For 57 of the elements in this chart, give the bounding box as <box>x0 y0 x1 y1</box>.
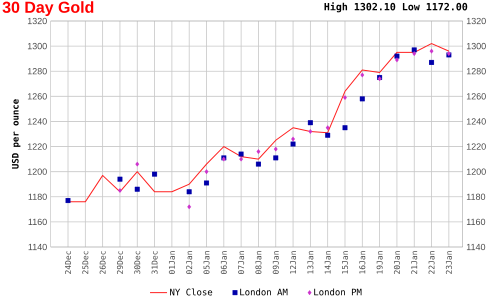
point <box>326 125 330 130</box>
point <box>325 132 330 138</box>
y2-tick-label: 1320 <box>466 18 486 24</box>
y2-tick-label: 1280 <box>466 68 486 74</box>
y-tick-label: 1260 <box>28 93 47 100</box>
point <box>360 72 364 78</box>
point <box>308 129 312 134</box>
point <box>187 204 192 210</box>
point <box>256 162 261 167</box>
y-axis-title: USD per ounce <box>12 99 20 169</box>
legend-label: London PM <box>314 288 362 296</box>
y2-tick-label: 1300 <box>466 43 486 50</box>
point <box>360 96 365 102</box>
point <box>274 146 278 152</box>
y-tick-label: 1200 <box>28 168 47 175</box>
point <box>66 198 71 204</box>
point <box>394 54 400 59</box>
y2-tick-label: 1200 <box>466 168 486 175</box>
point <box>430 48 434 54</box>
point <box>412 51 416 56</box>
y-tick-label: 1180 <box>28 194 47 200</box>
legend-label: NY Close <box>170 288 212 296</box>
point <box>343 95 347 100</box>
y-tick-label: 1300 <box>28 43 47 50</box>
y2-tick-label: 1160 <box>466 218 486 226</box>
point <box>186 189 192 194</box>
point <box>134 186 140 192</box>
y2-tick-label: 1260 <box>466 93 486 100</box>
chart-subtitle: High 1302.10 Low 1172.00 <box>324 2 468 12</box>
point <box>308 120 313 126</box>
y2-tick-label: 1140 <box>466 244 486 250</box>
point <box>290 142 296 147</box>
point <box>118 188 122 194</box>
point <box>395 58 399 63</box>
point <box>238 152 244 157</box>
y-tick-label: 1240 <box>28 118 47 125</box>
point <box>342 125 348 130</box>
y-tick-label: 1280 <box>28 68 47 74</box>
chart-title: 30 Day Gold <box>2 1 94 16</box>
y-tick-label: 1140 <box>28 244 47 250</box>
y2-tick-label: 1240 <box>466 118 486 125</box>
point <box>152 172 158 177</box>
y-tick-label: 1160 <box>28 218 47 226</box>
point <box>239 156 244 162</box>
point <box>273 155 278 160</box>
point <box>291 136 295 142</box>
point <box>204 169 208 174</box>
y2-tick-label: 1180 <box>466 194 486 200</box>
point <box>204 180 209 186</box>
point <box>135 162 140 167</box>
y2-tick-label: 1220 <box>466 143 486 150</box>
y-tick-label: 1220 <box>28 143 47 150</box>
y-tick-label: 1320 <box>28 18 47 24</box>
point <box>256 149 260 154</box>
legend-label: London AM <box>240 288 288 296</box>
point <box>117 176 122 182</box>
point <box>429 60 434 66</box>
